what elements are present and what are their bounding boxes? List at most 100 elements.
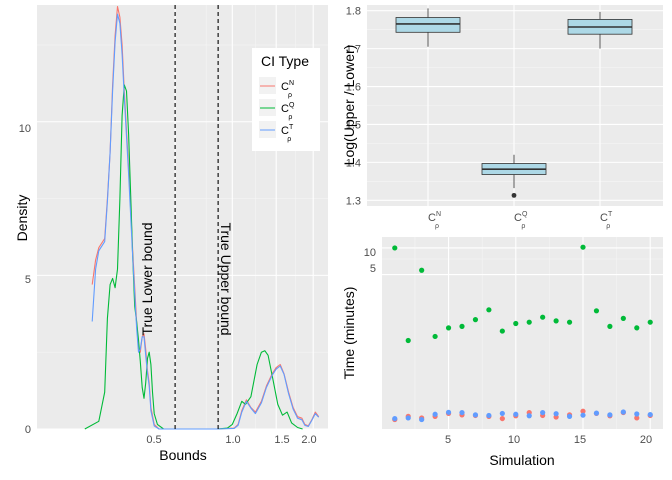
time-x-axis: 5 10 15 20: [445, 434, 652, 446]
time-point-c-q: [392, 245, 398, 251]
x-tick-sup: Q: [522, 211, 528, 218]
time-point-c-t: [580, 412, 586, 418]
x-tick-base: C: [600, 212, 608, 224]
time-panel-background: [382, 237, 663, 429]
time-point-c-n: [499, 415, 505, 422]
time-point-c-q: [553, 318, 559, 324]
boxplot-x-tick-label: CN ρ: [428, 211, 441, 230]
true-lower-bound-label: True Lower bound: [139, 222, 155, 335]
time-point-c-q: [620, 315, 626, 321]
legend-entry: CT ρ: [259, 121, 294, 143]
time-point-c-q: [432, 333, 438, 340]
true-upper-bound-label: True Upper bound: [218, 222, 234, 335]
density-x-axis-title: Bounds: [159, 447, 206, 463]
boxplot-y-tick-label: 1.6: [346, 82, 361, 94]
time-point-c-q: [459, 323, 465, 329]
legend-label-sup: T: [289, 124, 294, 131]
time-point-c-q: [405, 337, 411, 344]
legend-title: CI Type: [261, 53, 309, 69]
time-point-c-t: [445, 409, 452, 415]
legend-label: CQ ρ: [281, 102, 295, 121]
time-gridlines: [382, 237, 663, 429]
x-tick-base: C: [428, 212, 436, 224]
time-point-c-t: [593, 410, 600, 416]
time-y-axis: 5 10: [364, 247, 376, 275]
time-x-tick-label: 20: [640, 434, 652, 446]
time-point-c-t: [459, 409, 465, 416]
boxplot-y-tick-label: 1.3: [346, 195, 361, 207]
time-point-c-t: [419, 416, 425, 423]
legend-label-sub: ρ: [288, 92, 292, 99]
time-point-c-q: [486, 307, 492, 313]
boxplot-y-axis-title: Log(Upper / Lower): [341, 45, 357, 166]
time-point-c-q: [526, 319, 532, 325]
boxplot-outlier: [511, 192, 517, 198]
x-tick-base: C: [514, 212, 522, 224]
x-tick-sub: ρ: [521, 223, 525, 230]
density-line-c-t: [91, 13, 320, 430]
boxplot-y-tick-label: 1.7: [346, 44, 361, 56]
boxplot-y-tick-label: 1.5: [346, 119, 361, 131]
time-y-axis-title: Time (minutes): [341, 287, 357, 380]
legend-label-sub: ρ: [287, 136, 291, 143]
time-point-c-t: [540, 409, 546, 416]
x-tick-sup: T: [608, 211, 613, 218]
time-point-c-q: [540, 314, 546, 320]
density-y-axis: 0 5 10: [19, 123, 31, 436]
time-point-c-t: [634, 411, 640, 417]
x-tick-sub: ρ: [435, 223, 439, 230]
legend-label-sup: Q: [289, 102, 295, 109]
time-point-c-t: [620, 409, 626, 415]
density-y-tick-label: 5: [25, 274, 31, 286]
time-point-c-q: [499, 328, 505, 334]
boxplot-chart: 1.31.41.51.61.71.8 CN ρ CQ ρ CT ρ Log(Upper…: [341, 5, 663, 230]
time-point-c-t: [405, 415, 411, 421]
time-point-c-t: [566, 413, 573, 419]
time-point-c-q: [593, 308, 600, 314]
time-point-c-q: [566, 319, 573, 325]
time-point-c-t: [432, 411, 438, 417]
legend-label: CT ρ: [281, 124, 294, 143]
time-points: [392, 244, 653, 423]
density-y-tick-label: 10: [19, 123, 31, 135]
legend-label: CN ρ: [281, 80, 294, 99]
legend-label-sup: N: [289, 80, 294, 87]
density-y-axis-title: Density: [14, 195, 30, 242]
time-point-c-t: [486, 412, 492, 419]
time-point-c-t: [392, 415, 398, 422]
legend-label-base: C: [281, 103, 289, 115]
time-point-c-q: [647, 319, 653, 325]
true-bound-lines: [174, 5, 219, 429]
boxplot-x-axis: CN ρ CQ ρ CT ρ: [428, 211, 613, 230]
time-x-axis-title: Simulation: [489, 452, 554, 468]
x-tick-sup: N: [436, 211, 441, 218]
boxplot-x-tick-label: CQ ρ: [514, 211, 528, 230]
time-point-c-t: [607, 412, 613, 418]
time-point-c-t: [472, 412, 479, 418]
time-point-c-t: [526, 413, 532, 419]
legend-label-base: C: [281, 125, 289, 137]
time-point-c-t: [513, 411, 519, 417]
boxplot-y-tick-label: 1.8: [346, 6, 361, 18]
density-x-tick-label: 1.5: [274, 434, 289, 446]
time-point-c-n: [580, 408, 586, 414]
boxplot-x-tick-label: CT ρ: [600, 211, 613, 230]
density-line-c-q: [84, 84, 303, 430]
time-x-tick-label: 5: [445, 434, 451, 446]
density-series-lines: [84, 5, 320, 430]
density-x-tick-label: 0.5: [146, 434, 161, 446]
time-x-tick-label: 15: [574, 434, 586, 446]
time-scatter-plot: 5 10 5 10 15 20 Simulation Time (minutes…: [341, 237, 663, 468]
time-point-c-n: [634, 415, 640, 421]
time-point-c-t: [553, 411, 559, 417]
time-point-c-q: [580, 244, 586, 250]
boxplot-y-tick-label: 1.4: [346, 157, 361, 169]
density-y-tick-label: 0: [25, 424, 31, 436]
time-y-tick-label: 5: [370, 263, 376, 275]
density-x-axis: 0.5 1.0 1.5 2.0: [146, 434, 316, 446]
boxplot-boxes: [395, 8, 633, 198]
legend-label-base: C: [281, 81, 289, 93]
legend-entry: CN ρ: [259, 77, 294, 99]
time-point-c-t: [647, 411, 653, 418]
